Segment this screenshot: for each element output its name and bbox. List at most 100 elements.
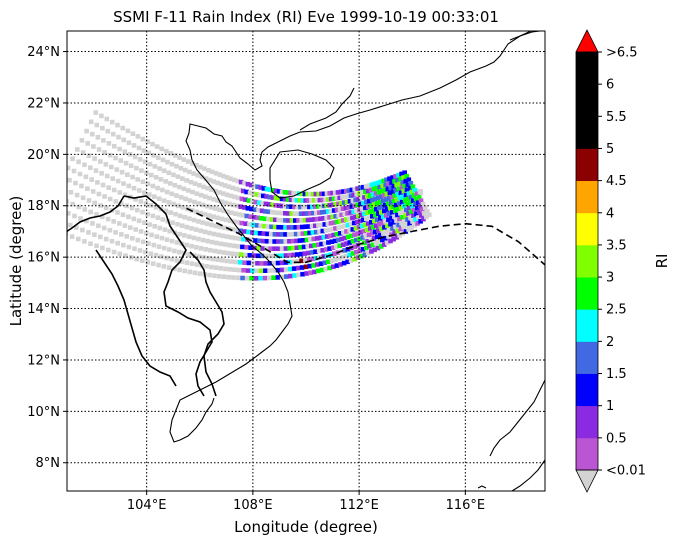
swath-pixel [211,179,217,184]
swath-pixel [177,249,182,255]
swath-pixel [353,226,359,231]
swath-pixel [51,227,56,232]
swath-pixel [215,215,221,221]
swath-pixel [392,179,397,184]
swath-pixel [323,228,329,233]
swath-pixel [266,209,272,215]
swath-pixel [422,211,427,216]
swath-pixel [226,274,231,280]
swath-pixel [377,222,382,227]
colorbar-tick-label: 0.5 [606,431,627,446]
swath-pixel [328,208,334,214]
swath-pixel [316,268,321,274]
swath-pixel [388,200,394,205]
swath-pixel [354,249,359,255]
swath-pixel [341,260,347,266]
swath-pixel [264,239,270,244]
swath-pixel [303,257,308,263]
swath-pixel [249,206,254,212]
swath-pixel [246,229,251,235]
swath-pixel [358,201,363,207]
swath-pixel [198,228,203,234]
swath-pixel [344,199,350,205]
swath-pixel [334,244,339,249]
swath-pixel [161,168,167,173]
swath-pixel [273,217,278,223]
swath-pixel [134,165,139,171]
swath-pixel [301,204,306,210]
y-tick-label: 12°N [27,353,60,368]
swath-pixel [317,210,322,215]
swath-pixel [237,260,243,265]
swath-pixel [272,246,277,251]
swath-pixel [362,222,368,228]
swath-pixel [191,171,196,176]
swath-pixel [354,219,360,225]
swath-pixel [105,128,111,134]
swath-pixel [304,271,309,276]
swath-pixel [397,195,403,201]
swath-pixel [383,219,388,224]
swath-pixel [374,185,380,191]
swath-pixel [297,231,302,237]
swath-pixel [345,234,351,240]
swath-pixel [360,206,365,212]
swath-pixel [314,255,319,261]
swath-pixel [205,221,210,227]
swath-pixel [93,110,99,115]
swath-pixel [382,208,387,214]
swath-pixel [390,226,395,231]
swath-pixel [368,209,373,214]
swath-pixel [279,196,285,202]
latitude-ticks: 8°N 10°N 12°N 14°N 16°N 18°N 20°N 22°N 24°N [27,45,67,471]
swath-pixel [401,175,406,180]
swath-pixel [83,174,89,180]
swath-pixel [203,176,209,181]
swath-pixel [386,234,391,239]
swath-pixel [363,189,368,195]
swath-pixel [243,252,248,258]
swath-pixel [345,193,351,199]
swath-pixel [402,183,408,189]
swath-pixel [363,205,368,211]
swath-pixel [172,183,178,188]
swath-pixel [418,219,423,224]
swath-pixel [186,234,192,239]
swath-pixel [269,209,275,215]
swath-pixel [316,248,322,254]
colorbar-segment [576,116,598,149]
swath-pixel [328,220,334,226]
swath-pixel [215,257,221,262]
swath-pixel [365,221,371,226]
swath-pixel [373,240,379,246]
swath-pixel [242,229,247,234]
swath-pixel [279,189,285,195]
swath-pixel [316,223,321,228]
swath-pixel [235,244,241,249]
swath-pixel [231,219,237,224]
swath-pixel [149,172,154,178]
swath-pixel [252,183,257,189]
swath-pixel [159,254,164,259]
swath-pixel [345,211,350,216]
swath-pixel [222,183,228,188]
swath-pixel [262,223,267,229]
swath-pixel [378,179,383,185]
swath-pixel [95,180,100,185]
swath-pixel [356,213,361,219]
swath-pixel [222,225,227,231]
swath-pixel [117,190,122,195]
swath-pixel [354,237,359,243]
swath-pixel [307,204,312,210]
swath-pixel [174,240,180,245]
swath-pixel [410,198,416,204]
swath-pixel [110,131,116,137]
swath-pixel [336,213,341,218]
colorbar-segment [576,437,598,471]
swath-pixel [385,201,391,207]
swath-pixel [368,237,374,243]
swath-pixel [193,227,199,232]
swath-pixel [252,207,258,212]
swath-pixel [301,244,307,250]
swath-pixel [308,191,313,197]
